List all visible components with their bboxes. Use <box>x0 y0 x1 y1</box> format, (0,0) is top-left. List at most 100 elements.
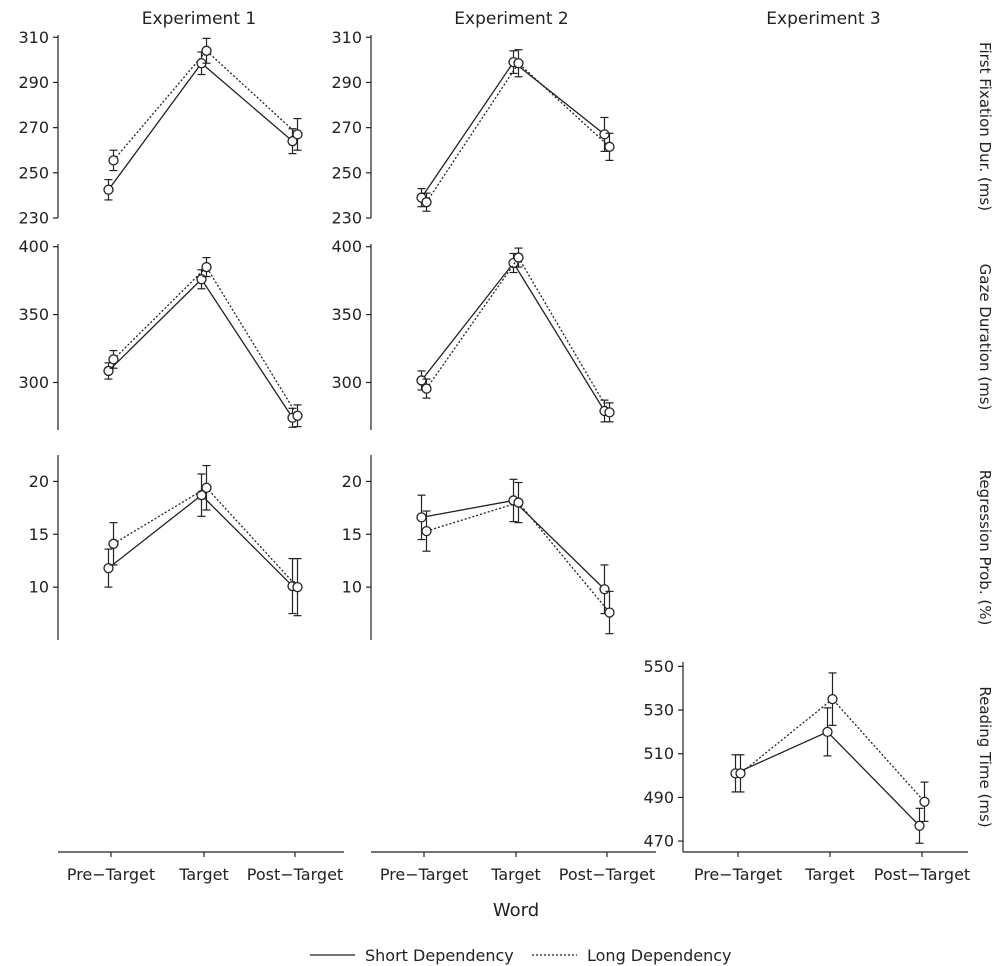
data-point <box>919 796 930 807</box>
y-tick-label: 470 <box>643 832 674 851</box>
y-axis: 300 350 400 <box>18 237 59 430</box>
panel <box>103 464 303 617</box>
data-point <box>513 252 524 263</box>
long-dependency-series <box>421 481 615 635</box>
panel <box>416 247 615 423</box>
y-tick-label: 20 <box>342 472 362 491</box>
panel <box>103 256 303 428</box>
y-tick-label: 400 <box>18 237 49 256</box>
x-axis: Pre−Target Target Post−Target <box>58 851 344 884</box>
x-axis-title: Word <box>493 900 539 921</box>
data-point <box>604 141 615 152</box>
y-tick-label: 310 <box>18 28 49 47</box>
x-axis: Pre−Target Target Post−Target <box>371 851 656 884</box>
legend-short-label: Short Dependency <box>365 946 514 965</box>
y-tick-label: 250 <box>331 163 362 182</box>
y-tick-label: 300 <box>331 373 362 392</box>
row-title: Regression Prob. (%) <box>976 470 994 626</box>
x-tick-label: Post−Target <box>559 865 655 884</box>
y-tick-label: 530 <box>643 701 674 720</box>
data-point <box>421 525 432 537</box>
y-tick-label: 290 <box>331 73 362 92</box>
data-point <box>513 58 524 69</box>
y-axis: 230 250 270 290 310 <box>18 28 59 228</box>
y-tick-label: 510 <box>643 744 674 763</box>
column-title: Experiment 3 <box>766 9 880 29</box>
short-dependency-series <box>103 473 298 615</box>
panel <box>730 672 930 844</box>
y-axis: 10 15 20 <box>342 455 372 640</box>
long-dependency-series <box>421 247 615 423</box>
x-axes: Pre−Target Target Post−Target Pre−Target Tar… <box>58 851 970 884</box>
y-tick-label: 310 <box>331 28 362 47</box>
x-axis: Pre−Target Target Post−Target <box>683 851 970 884</box>
data-point <box>108 538 119 549</box>
y-tick-label: 230 <box>18 209 49 228</box>
x-tick-label: Target <box>178 865 229 884</box>
x-tick-label: Post−Target <box>247 865 343 884</box>
short-dependency-series <box>103 269 298 428</box>
data-point <box>108 155 119 166</box>
chart-panels: 2302502702903102302502702903103003504003… <box>18 28 930 852</box>
short-dependency-series <box>730 707 925 844</box>
series-line <box>113 486 298 588</box>
y-axis: 10 15 20 <box>29 455 59 640</box>
x-tick-label: Target <box>804 865 855 884</box>
data-point <box>292 129 303 140</box>
data-point <box>416 512 427 523</box>
data-point <box>822 726 833 738</box>
data-point <box>201 482 212 493</box>
data-point <box>604 407 615 418</box>
row-title: Gaze Duration (ms) <box>976 264 994 411</box>
x-tick-label: Target <box>490 865 541 884</box>
long-dependency-series <box>108 256 303 428</box>
data-point <box>201 45 212 56</box>
panel <box>103 37 303 201</box>
data-point <box>599 584 610 595</box>
short-dependency-series <box>416 252 610 423</box>
y-tick-label: 400 <box>331 237 362 256</box>
data-point <box>421 197 432 208</box>
series-line <box>425 256 611 413</box>
y-axis: 470 490 510 530 550 <box>643 657 684 852</box>
y-tick-label: 15 <box>342 525 362 544</box>
long-dependency-series <box>735 672 930 823</box>
x-tick-label: Pre−Target <box>380 865 468 884</box>
data-point <box>103 562 114 574</box>
legend-long-label: Long Dependency <box>587 946 732 965</box>
data-point <box>599 129 610 140</box>
data-point <box>914 820 925 831</box>
series-line <box>107 62 293 191</box>
y-tick-label: 15 <box>29 525 49 544</box>
y-tick-label: 270 <box>331 118 362 137</box>
data-point <box>513 497 524 508</box>
y-axis: 300 350 400 <box>331 237 372 430</box>
x-tick-label: Pre−Target <box>694 865 782 884</box>
y-tick-label: 350 <box>18 305 49 324</box>
y-tick-label: 550 <box>643 657 674 676</box>
y-tick-label: 20 <box>29 472 49 491</box>
short-dependency-series <box>416 478 610 615</box>
y-tick-label: 250 <box>18 163 49 182</box>
long-dependency-series <box>108 464 303 617</box>
y-tick-label: 350 <box>331 305 362 324</box>
series-line <box>425 62 610 203</box>
column-title: Experiment 2 <box>454 9 568 29</box>
row-title: Reading Time (ms) <box>976 686 994 827</box>
data-point <box>292 410 303 421</box>
x-tick-label: Post−Target <box>874 865 970 884</box>
row-titles: First Fixation Dur. (ms) Gaze Duration (m… <box>976 42 994 828</box>
data-point <box>416 375 427 386</box>
y-tick-label: 490 <box>643 788 674 807</box>
short-dependency-series <box>416 50 610 208</box>
data-point <box>735 768 746 779</box>
data-point <box>421 383 432 394</box>
y-tick-label: 270 <box>18 118 49 137</box>
column-title: Experiment 1 <box>142 9 256 29</box>
data-point <box>103 184 114 195</box>
y-tick-label: 290 <box>18 73 49 92</box>
y-tick-label: 10 <box>29 578 49 597</box>
legend: Short Dependency Long Dependency <box>310 946 732 965</box>
data-point <box>827 693 838 705</box>
